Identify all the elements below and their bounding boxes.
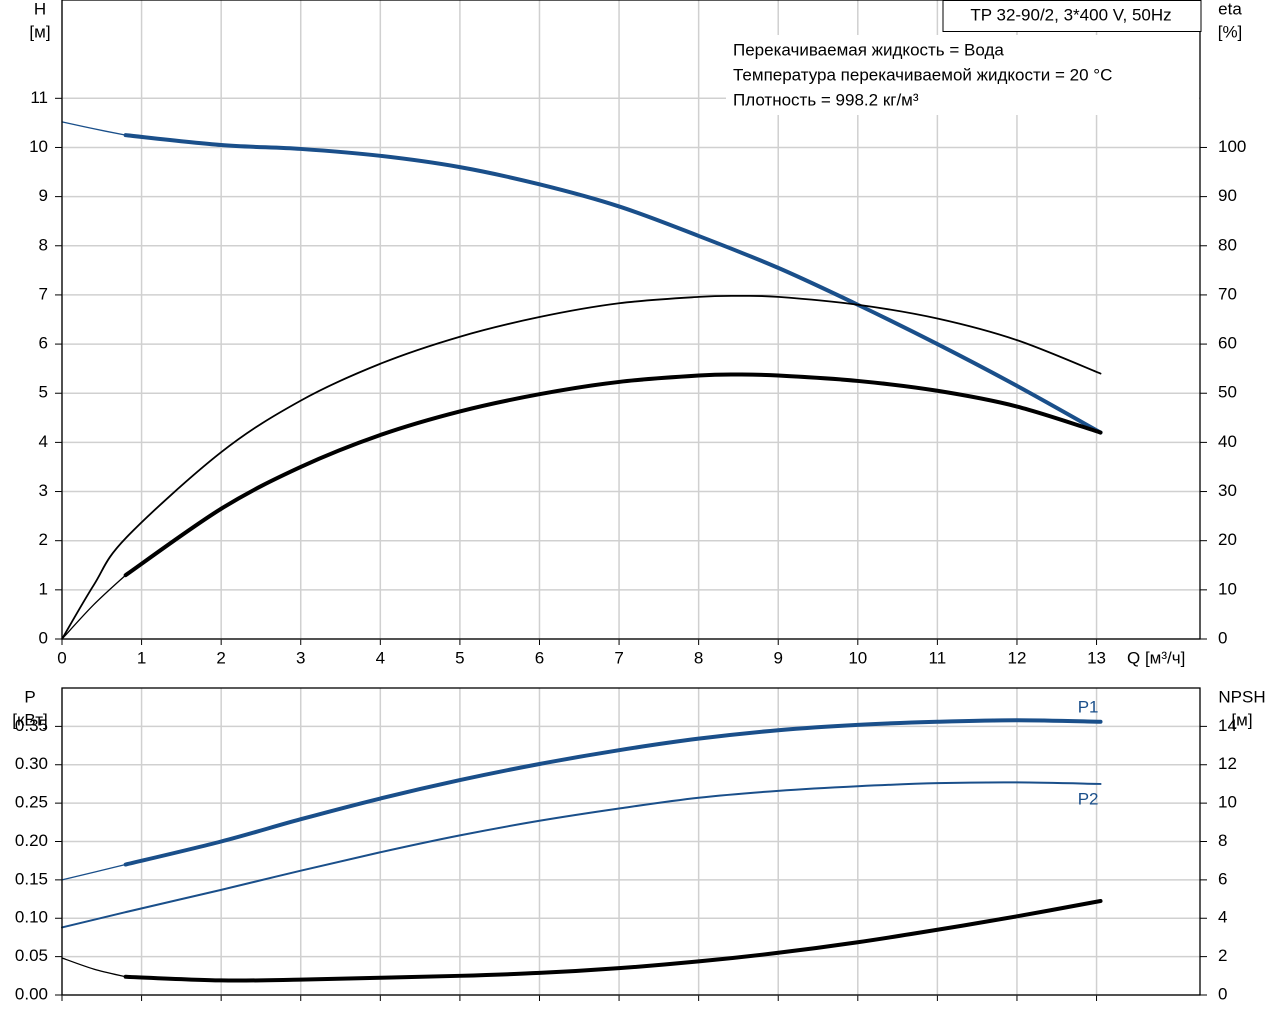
y-tick-label: 11 — [30, 88, 48, 107]
x-tick-label: 2 — [216, 648, 225, 667]
y2-tick-label: 80 — [1218, 235, 1237, 254]
curve — [61, 863, 127, 881]
chart-title: TP 32-90/2, 3*400 V, 50Hz — [970, 5, 1171, 24]
y2-axis-label: NPSH — [1218, 687, 1265, 706]
y2-tick-label: 40 — [1218, 432, 1237, 451]
x-tick-label: 7 — [614, 648, 623, 667]
series-label: P1 — [1078, 697, 1099, 716]
y-tick-label: 0.30 — [15, 754, 48, 773]
y-tick-label: 3 — [39, 481, 48, 500]
y-tick-label: 8 — [39, 235, 48, 254]
y-tick-label: 0 — [39, 628, 48, 647]
y2-tick-label: 30 — [1218, 481, 1237, 500]
y2-tick-label: 8 — [1218, 831, 1227, 850]
annotation-box — [726, 35, 1199, 115]
y-axis-label: [кВт] — [12, 710, 47, 729]
x-tick-label: 6 — [535, 648, 544, 667]
y-tick-label: 1 — [39, 579, 48, 598]
y2-tick-label: 0 — [1218, 628, 1227, 647]
annotation: Плотность = 998.2 кг/м³ — [733, 90, 919, 109]
y-tick-label: 9 — [39, 186, 48, 205]
x-tick-label: 3 — [296, 648, 305, 667]
annotation: Перекачиваемая жидкость = Вода — [733, 40, 1004, 59]
y2-tick-label: 4 — [1218, 908, 1227, 927]
y-tick-label: 4 — [39, 432, 48, 451]
plot-frame — [61, 687, 1201, 996]
y2-tick-label: 70 — [1218, 284, 1237, 303]
y-tick-label: 10 — [29, 137, 48, 156]
x-tick-label: 9 — [773, 648, 782, 667]
y-tick-label: 0.05 — [15, 946, 48, 965]
curve — [61, 574, 127, 640]
curve — [61, 121, 127, 136]
x-tick-label: 13 — [1087, 648, 1106, 667]
y-axis-label: H — [34, 0, 46, 18]
annotation: Температура перекачиваемой жидкости = 20… — [733, 65, 1112, 84]
y2-axis-label: eta — [1218, 0, 1242, 18]
y-tick-label: 2 — [39, 530, 48, 549]
y2-tick-label: 100 — [1218, 137, 1246, 156]
y2-tick-label: 10 — [1218, 579, 1237, 598]
y2-tick-label: 0 — [1218, 984, 1227, 1003]
x-tick-label: 11 — [929, 648, 947, 667]
y-tick-label: 0.20 — [15, 831, 48, 850]
y2-tick-label: 6 — [1218, 869, 1227, 888]
x-tick-label: 10 — [848, 648, 867, 667]
y-tick-label: 0.15 — [15, 869, 48, 888]
x-tick-label: 8 — [694, 648, 703, 667]
curve — [61, 781, 1102, 929]
x-tick-label: 5 — [455, 648, 464, 667]
curve — [123, 718, 1103, 867]
y-tick-label: 0.00 — [15, 984, 48, 1003]
x-tick-label: 0 — [57, 648, 66, 667]
y2-tick-label: 20 — [1218, 530, 1237, 549]
series-label: P2 — [1078, 789, 1099, 808]
y2-tick-label: 60 — [1218, 334, 1237, 353]
curve — [123, 898, 1103, 983]
y2-tick-label: 90 — [1218, 186, 1237, 205]
y-axis-label: P — [24, 687, 35, 706]
y2-tick-label: 14 — [1218, 716, 1237, 735]
title-box — [942, 0, 1202, 32]
y2-axis-label: [%] — [1218, 22, 1243, 41]
x-tick-label: 12 — [1008, 648, 1027, 667]
plot-frame — [61, 0, 1201, 640]
y-tick-label: 0.25 — [15, 793, 48, 812]
y2-axis-label: [м] — [1231, 710, 1252, 729]
y2-tick-label: 50 — [1218, 383, 1237, 402]
y-tick-label: 6 — [39, 334, 48, 353]
y-tick-label: 5 — [39, 383, 48, 402]
y-tick-label: 0.35 — [15, 716, 48, 735]
y2-tick-label: 2 — [1218, 946, 1227, 965]
curve — [61, 294, 1102, 640]
curve — [123, 372, 1103, 578]
curve — [123, 133, 1103, 435]
y-axis-label: [м] — [29, 22, 50, 41]
x-tick-label: 1 — [137, 648, 146, 667]
curve — [61, 957, 127, 978]
y2-tick-label: 10 — [1218, 793, 1237, 812]
y2-tick-label: 12 — [1218, 754, 1237, 773]
x-axis-label: Q [м³/ч] — [1127, 648, 1185, 667]
y-tick-label: 0.10 — [15, 908, 48, 927]
x-tick-label: 4 — [376, 648, 385, 667]
y-tick-label: 7 — [39, 284, 48, 303]
